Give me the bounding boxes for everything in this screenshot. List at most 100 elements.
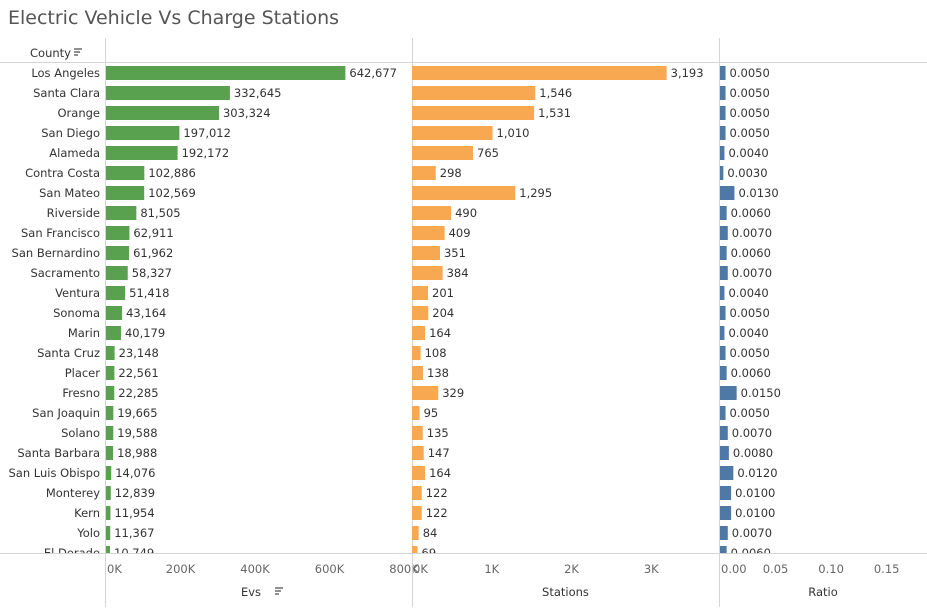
bar-evs[interactable] xyxy=(106,326,121,340)
axis-title-stations[interactable]: Stations xyxy=(542,585,589,599)
bar-evs[interactable] xyxy=(106,186,145,200)
bar-stations[interactable] xyxy=(412,466,426,480)
bar-ratio[interactable] xyxy=(720,506,732,520)
axis-title-evs[interactable]: Evs xyxy=(241,585,261,599)
sort-descending-icon[interactable] xyxy=(275,587,283,595)
bar-stations[interactable] xyxy=(412,86,536,100)
bar-stations[interactable] xyxy=(412,386,439,400)
bar-stations[interactable] xyxy=(412,526,419,540)
bar-evs[interactable] xyxy=(106,266,128,280)
bar-evs[interactable] xyxy=(106,346,115,360)
bar-ratio[interactable] xyxy=(720,246,727,260)
bar-evs[interactable] xyxy=(106,246,130,260)
bar-evs[interactable] xyxy=(106,106,219,120)
bar-ratio[interactable] xyxy=(720,146,725,160)
bar-evs[interactable] xyxy=(106,426,114,440)
row-label[interactable]: Fresno xyxy=(62,386,100,400)
bar-ratio[interactable] xyxy=(720,126,726,140)
row-label[interactable]: San Bernardino xyxy=(12,246,100,260)
bar-stations[interactable] xyxy=(412,286,429,300)
bar-ratio[interactable] xyxy=(720,346,726,360)
row-label[interactable]: Ventura xyxy=(55,286,100,300)
bar-stations[interactable] xyxy=(412,366,424,380)
bar-stations[interactable] xyxy=(412,226,445,240)
bar-stations[interactable] xyxy=(412,66,667,80)
bar-ratio[interactable] xyxy=(720,406,726,420)
bar-ratio[interactable] xyxy=(720,546,727,560)
bar-evs[interactable] xyxy=(106,386,115,400)
bar-evs[interactable] xyxy=(106,446,114,460)
row-label[interactable]: San Mateo xyxy=(39,186,100,200)
bar-stations[interactable] xyxy=(412,186,516,200)
bar-evs[interactable] xyxy=(106,486,111,500)
bar-evs[interactable] xyxy=(106,206,137,220)
bar-stations[interactable] xyxy=(412,406,420,420)
bar-evs[interactable] xyxy=(106,286,126,300)
bar-stations[interactable] xyxy=(412,206,452,220)
bar-ratio[interactable] xyxy=(720,66,726,80)
row-label[interactable]: San Joaquin xyxy=(32,406,100,420)
row-label[interactable]: Santa Clara xyxy=(33,86,100,100)
bar-stations[interactable] xyxy=(412,346,421,360)
bar-stations[interactable] xyxy=(412,426,423,440)
bar-ratio[interactable] xyxy=(720,366,727,380)
bar-ratio[interactable] xyxy=(720,166,724,180)
bar-ratio[interactable] xyxy=(720,326,725,340)
bar-ratio[interactable] xyxy=(720,226,728,240)
bar-stations[interactable] xyxy=(412,166,436,180)
bar-ratio[interactable] xyxy=(720,306,726,320)
row-label[interactable]: Marin xyxy=(68,326,100,340)
row-label[interactable]: Kern xyxy=(74,506,100,520)
bar-evs[interactable] xyxy=(106,506,111,520)
row-label[interactable]: Riverside xyxy=(47,206,100,220)
row-label[interactable]: Sacramento xyxy=(30,266,100,280)
row-label[interactable]: Placer xyxy=(65,366,101,380)
bar-ratio[interactable] xyxy=(720,106,726,120)
bar-evs[interactable] xyxy=(106,306,123,320)
bar-evs[interactable] xyxy=(106,406,114,420)
bar-stations[interactable] xyxy=(412,146,474,160)
bar-ratio[interactable] xyxy=(720,446,729,460)
bar-stations[interactable] xyxy=(412,306,429,320)
bar-evs[interactable] xyxy=(106,526,111,540)
bar-stations[interactable] xyxy=(412,506,422,520)
row-label[interactable]: Los Angeles xyxy=(31,66,100,80)
bar-ratio[interactable] xyxy=(720,426,728,440)
bar-ratio[interactable] xyxy=(720,206,727,220)
bar-stations[interactable] xyxy=(412,106,535,120)
bar-stations[interactable] xyxy=(412,266,443,280)
bar-stations[interactable] xyxy=(412,446,424,460)
bar-stations[interactable] xyxy=(412,126,493,140)
row-label[interactable]: San Diego xyxy=(41,126,100,140)
row-label[interactable]: Orange xyxy=(58,106,101,120)
bar-evs[interactable] xyxy=(106,66,346,80)
row-label[interactable]: Alameda xyxy=(49,146,100,160)
row-label[interactable]: San Francisco xyxy=(21,226,100,240)
bar-ratio[interactable] xyxy=(720,286,725,300)
bar-ratio[interactable] xyxy=(720,486,732,500)
axis-title-ratio[interactable]: Ratio xyxy=(808,585,838,599)
bar-evs[interactable] xyxy=(106,146,178,160)
bar-ratio[interactable] xyxy=(720,466,734,480)
row-label[interactable]: Sonoma xyxy=(53,306,100,320)
bar-stations[interactable] xyxy=(412,546,418,560)
bar-ratio[interactable] xyxy=(720,386,737,400)
bar-evs[interactable] xyxy=(106,166,145,180)
row-label[interactable]: Yolo xyxy=(76,526,100,540)
bar-evs[interactable] xyxy=(106,126,180,140)
row-label[interactable]: El Dorado xyxy=(44,546,100,560)
sort-descending-icon[interactable] xyxy=(74,48,82,56)
row-label[interactable]: San Luis Obispo xyxy=(8,466,100,480)
bar-evs[interactable] xyxy=(106,366,115,380)
bar-ratio[interactable] xyxy=(720,186,735,200)
bar-ratio[interactable] xyxy=(720,526,728,540)
row-label[interactable]: Santa Barbara xyxy=(17,446,100,460)
row-label[interactable]: Solano xyxy=(61,426,100,440)
bar-evs[interactable] xyxy=(106,226,130,240)
bar-evs[interactable] xyxy=(106,546,111,560)
bar-evs[interactable] xyxy=(106,466,112,480)
bar-ratio[interactable] xyxy=(720,266,728,280)
row-label[interactable]: Monterey xyxy=(46,486,100,500)
row-header-county[interactable]: County xyxy=(30,46,71,60)
bar-evs[interactable] xyxy=(106,86,230,100)
